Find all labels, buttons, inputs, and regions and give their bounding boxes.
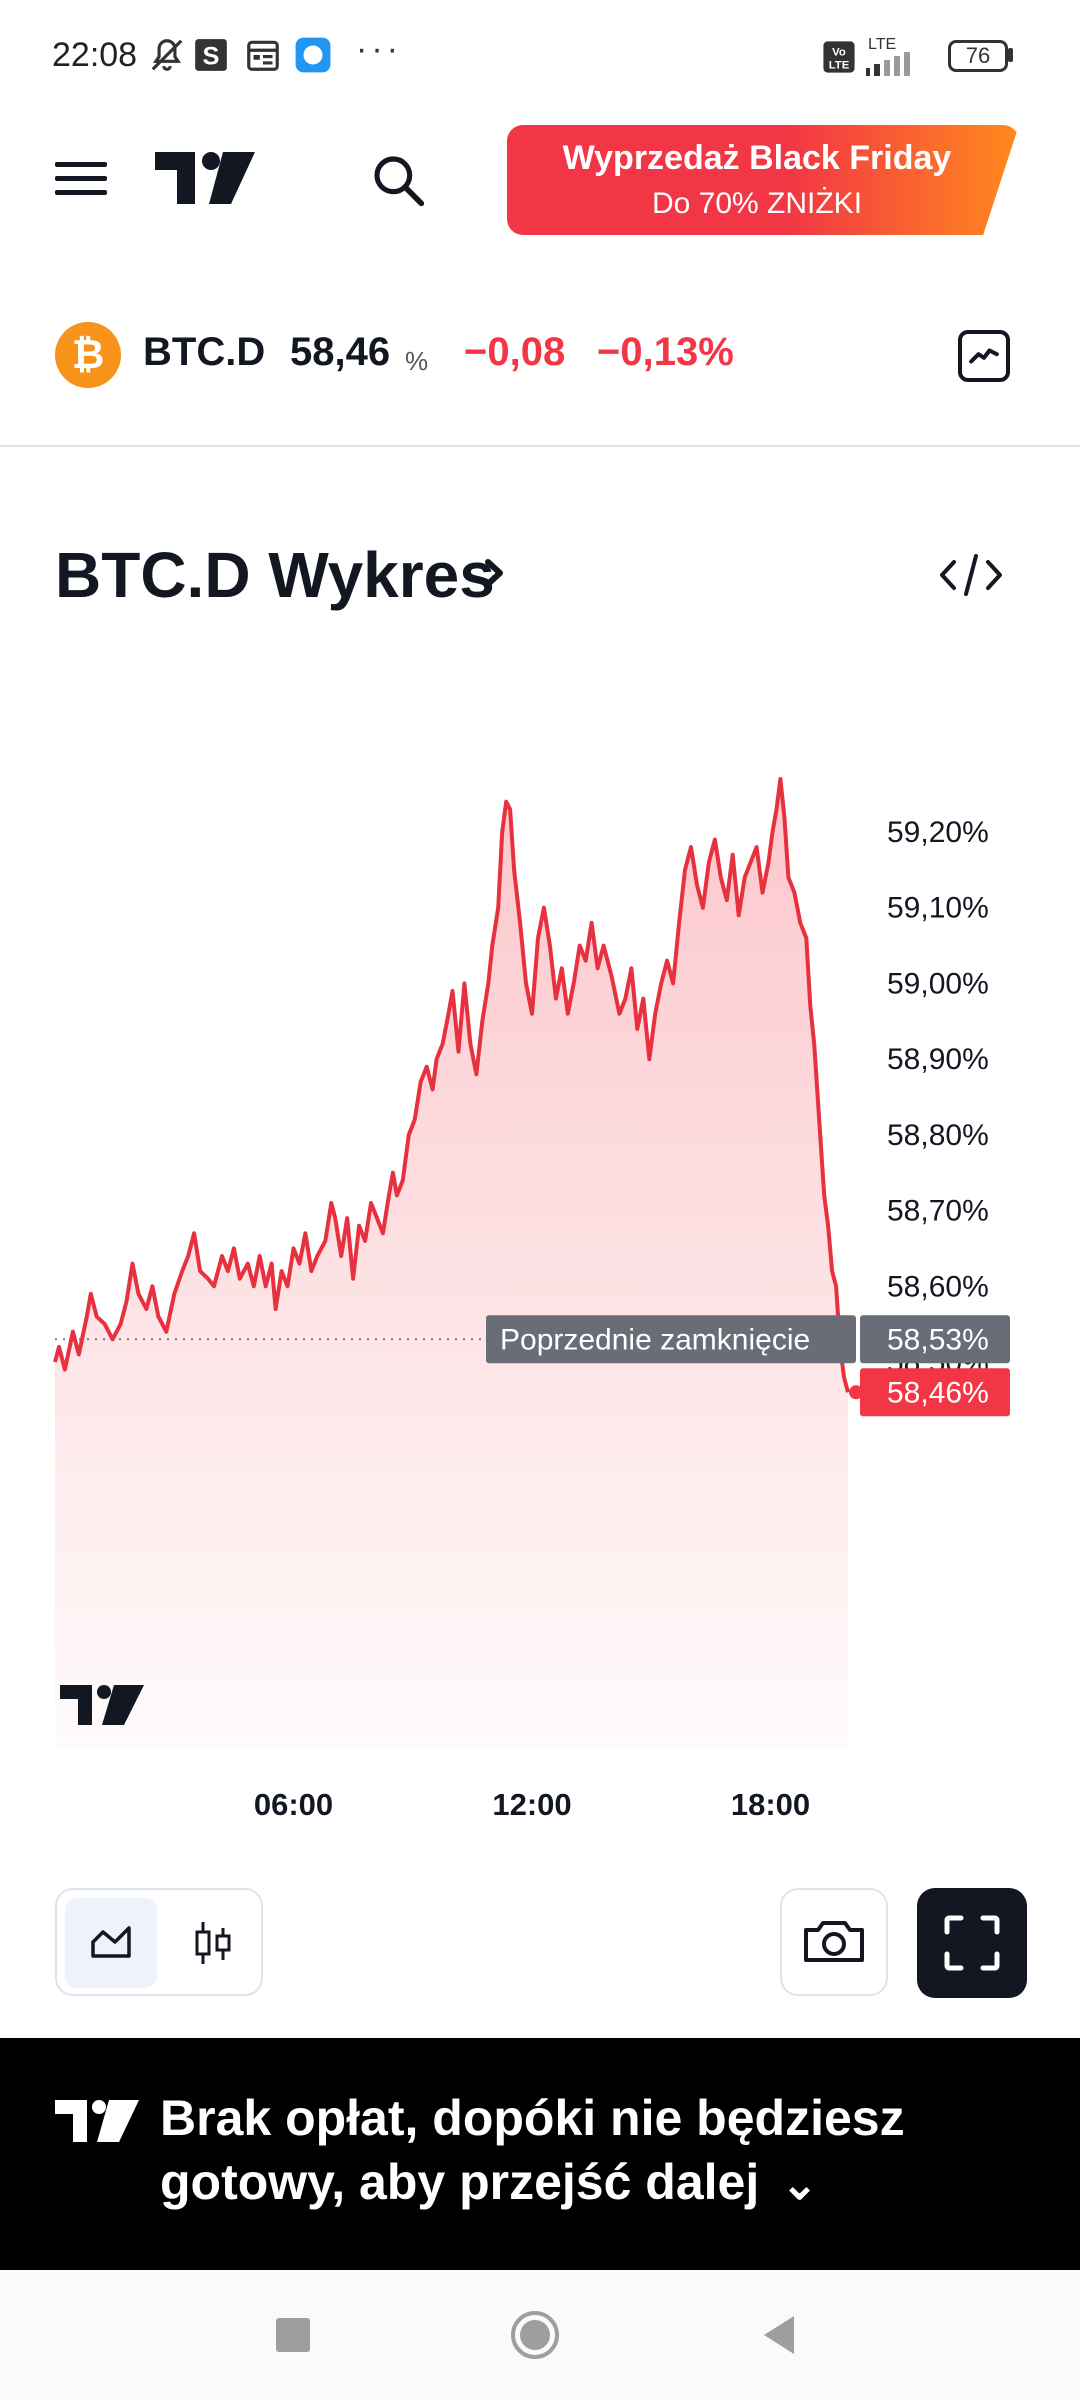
embed-code-icon[interactable]	[940, 552, 1002, 598]
ticker-change-percent: −0,13%	[597, 330, 734, 374]
home-circle-icon[interactable]	[510, 2310, 560, 2360]
bell-off-icon	[151, 39, 183, 71]
battery-icon: 76	[948, 40, 1008, 72]
battery-level: 76	[965, 43, 991, 68]
recents-square-icon[interactable]	[276, 2318, 310, 2352]
tradingview-logo-white	[55, 2100, 139, 2142]
x-tick-label: 12:00	[492, 1787, 571, 1822]
black-friday-promo-button[interactable]: Wyprzedaż Black Friday Do 70% ZNIŻKI	[507, 125, 1019, 235]
back-triangle-icon[interactable]	[760, 2314, 798, 2356]
chart-type-toggle	[55, 1888, 263, 1996]
y-tick-label: 59,00%	[887, 967, 989, 1000]
tradingview-logo[interactable]	[155, 152, 255, 207]
chat-icon	[295, 37, 331, 73]
ticker-symbol: BTC.D	[143, 330, 266, 374]
volte-icon: Vo LTE	[823, 41, 855, 73]
app-header	[0, 110, 1080, 250]
status-time: 22:08	[52, 36, 138, 74]
y-tick-label: 59,20%	[887, 816, 989, 849]
btc-dominance-chart[interactable]: 59,20% 59,10% 59,00% 58,90% 58,80% 58,70% 58,6…	[0, 700, 1080, 1840]
previous-close-tag: Poprzednie zamknięcie 58,53%	[486, 1315, 1010, 1364]
chart-view-button[interactable]	[958, 330, 1010, 382]
lte-label: LTE	[868, 36, 897, 53]
status-bar: 22:08 S ··· Vo LTE LTE 76	[0, 0, 1080, 110]
svg-text:Vo: Vo	[832, 47, 846, 59]
last-price-label: 58,46%	[887, 1376, 989, 1409]
area-chart-icon	[91, 1926, 131, 1958]
y-tick-label: 59,10%	[887, 892, 989, 925]
camera-icon	[804, 1921, 864, 1962]
chevron-down-icon[interactable]: ⌄	[781, 2160, 819, 2209]
y-tick-label: 58,90%	[887, 1043, 989, 1076]
svg-text:LTE: LTE	[829, 59, 850, 71]
ticker-change: −0,08	[464, 330, 566, 374]
signal-icon	[866, 52, 910, 76]
x-tick-label: 18:00	[731, 1787, 810, 1822]
promo-title: Wyprzedaż Black Friday	[562, 139, 952, 177]
banner-text: Brak opłat, dopóki nie będziesz gotowy, …	[160, 2086, 1020, 2217]
y-tick-label: 58,70%	[887, 1195, 989, 1228]
chart-line-icon	[969, 348, 999, 364]
s-app-icon: S	[195, 39, 227, 71]
last-price-dot	[849, 1385, 864, 1400]
ticker-price: 58,46	[290, 330, 391, 374]
x-tick-label: 06:00	[254, 1787, 333, 1822]
area-chart-button[interactable]	[65, 1898, 157, 1988]
status-more-dots: ···	[356, 30, 402, 68]
y-axis: 59,20% 59,10% 59,00% 58,90% 58,80% 58,70% 58,6…	[887, 816, 989, 1379]
chart-title-link[interactable]: BTC.D Wykres	[55, 539, 495, 611]
previous-close-label: Poprzednie zamknięcie	[500, 1323, 810, 1356]
candlestick-chart-button[interactable]	[167, 1898, 259, 1988]
banner-message: Brak opłat, dopóki nie będziesz gotowy, …	[160, 2090, 905, 2210]
battery-tip	[1008, 48, 1013, 62]
system-nav-bar	[0, 2270, 1080, 2400]
fullscreen-icon	[944, 1915, 1000, 1971]
last-price-tag: 58,46%	[860, 1368, 1010, 1417]
area-fill	[55, 779, 848, 1750]
y-tick-label: 58,60%	[887, 1270, 989, 1303]
chart-watermark-logo	[60, 1685, 144, 1725]
screenshot-button[interactable]	[780, 1888, 888, 1996]
price-line	[53, 777, 850, 1393]
promo-banner[interactable]: Brak opłat, dopóki nie będziesz gotowy, …	[0, 2038, 1080, 2270]
candlestick-icon	[195, 1922, 231, 1964]
fullscreen-button[interactable]	[917, 1888, 1027, 1998]
calendar-icon	[247, 40, 279, 71]
svg-text:S: S	[203, 43, 220, 71]
promo-subtitle: Do 70% ZNIŻKI	[651, 187, 863, 220]
y-tick-label: 58,80%	[887, 1119, 989, 1152]
chevron-right-icon[interactable]	[480, 552, 510, 594]
ticker-price-unit: %	[405, 346, 429, 376]
bitcoin-icon: ₿	[55, 322, 121, 388]
search-icon[interactable]	[370, 152, 426, 208]
menu-icon[interactable]	[55, 162, 107, 196]
previous-close-value: 58,53%	[887, 1323, 989, 1356]
x-axis: 06:00 12:00 18:00	[254, 1787, 810, 1822]
ticker-row: ₿ BTC.D 58,46 % −0,08 −0,13%	[0, 300, 1080, 447]
